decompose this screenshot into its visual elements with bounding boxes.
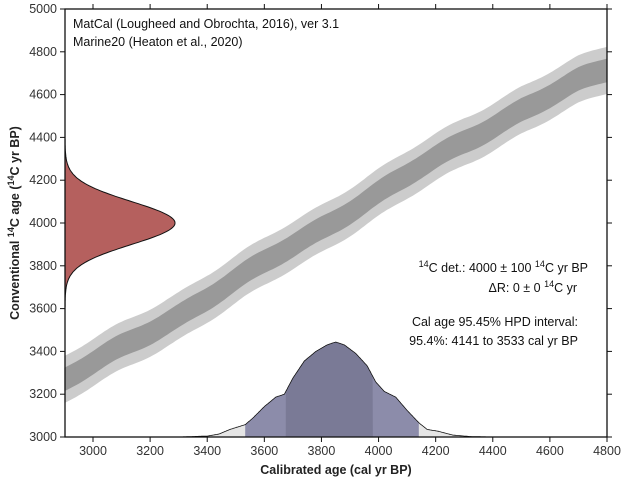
- x-tick-label: 4600: [536, 444, 564, 458]
- calibration-curve-bands: [64, 46, 607, 404]
- dr-sup: 14: [544, 279, 554, 289]
- delta-r-annotation: ΔR: 0 ± 0 14C yr: [489, 279, 577, 295]
- dr-text: ΔR: 0 ± 0: [489, 281, 545, 295]
- calendar-pdf-hpd68: [285, 342, 373, 437]
- x-tick-label: 3600: [250, 444, 278, 458]
- calendar-age-pdf: [178, 341, 493, 438]
- x-tick-label: 3400: [193, 444, 221, 458]
- hpd-title: Cal age 95.45% HPD interval:: [412, 315, 578, 329]
- y-label-part2: C age (: [8, 185, 22, 228]
- x-axis-label: Calibrated age (cal yr BP): [260, 463, 411, 477]
- calendar-pdf-outline: [178, 341, 493, 438]
- y-tick-label: 4800: [29, 45, 57, 59]
- det-suffix: C yr BP: [545, 261, 588, 275]
- radiocarbon-age-pdf: [64, 137, 176, 309]
- x-tick-label: 4400: [479, 444, 507, 458]
- y-tick-label: 5000: [29, 2, 57, 16]
- x-tick-label: 3200: [136, 444, 164, 458]
- y-tick-label: 4200: [29, 173, 57, 187]
- y-axis-label: Conventional 14C age (14C yr BP): [6, 126, 22, 320]
- y-tick-label: 4600: [29, 88, 57, 102]
- y-label-part3: C yr BP): [8, 126, 22, 175]
- y-ticks: 3000 3200 3400 3600 3800 4000 4200 4400 4600 4800…: [29, 2, 612, 444]
- radiocarbon-pdf-shape: [64, 137, 176, 309]
- y-tick-label: 4000: [29, 216, 57, 230]
- y-tick-label: 3800: [29, 259, 57, 273]
- hpd-range: 95.4%: 4141 to 3533 cal yr BP: [409, 334, 578, 348]
- y-tick-label: 3400: [29, 344, 57, 358]
- y-tick-label: 4400: [29, 130, 57, 144]
- det-annotation: 14C det.: 4000 ± 100 14C yr BP: [419, 259, 588, 275]
- det-sup1: 14: [419, 259, 429, 269]
- det-sup2: 14: [535, 259, 545, 269]
- y-label-part1: Conventional: [8, 237, 22, 320]
- x-tick-label: 4800: [593, 444, 621, 458]
- y-label-sup1: 14: [6, 227, 16, 237]
- y-tick-label: 3200: [29, 387, 57, 401]
- x-tick-label: 4000: [365, 444, 393, 458]
- det-text: C det.: 4000 ± 100: [429, 261, 535, 275]
- x-tick-label: 4200: [422, 444, 450, 458]
- header-line-1: MatCal (Lougheed and Obrochta, 2016), ve…: [73, 17, 339, 31]
- x-tick-label: 3800: [308, 444, 336, 458]
- curve-1sigma-band: [64, 58, 607, 392]
- header-line-2: Marine20 (Heaton et al., 2020): [73, 35, 243, 49]
- x-ticks: 3000 3200 3400 3600 3800 4000 4200 4400 4600 4800: [79, 4, 621, 458]
- y-tick-label: 3000: [29, 430, 57, 444]
- y-label-sup2: 14: [6, 175, 16, 185]
- y-tick-label: 3600: [29, 302, 57, 316]
- x-tick-label: 3000: [79, 444, 107, 458]
- dr-suffix: C yr: [554, 281, 577, 295]
